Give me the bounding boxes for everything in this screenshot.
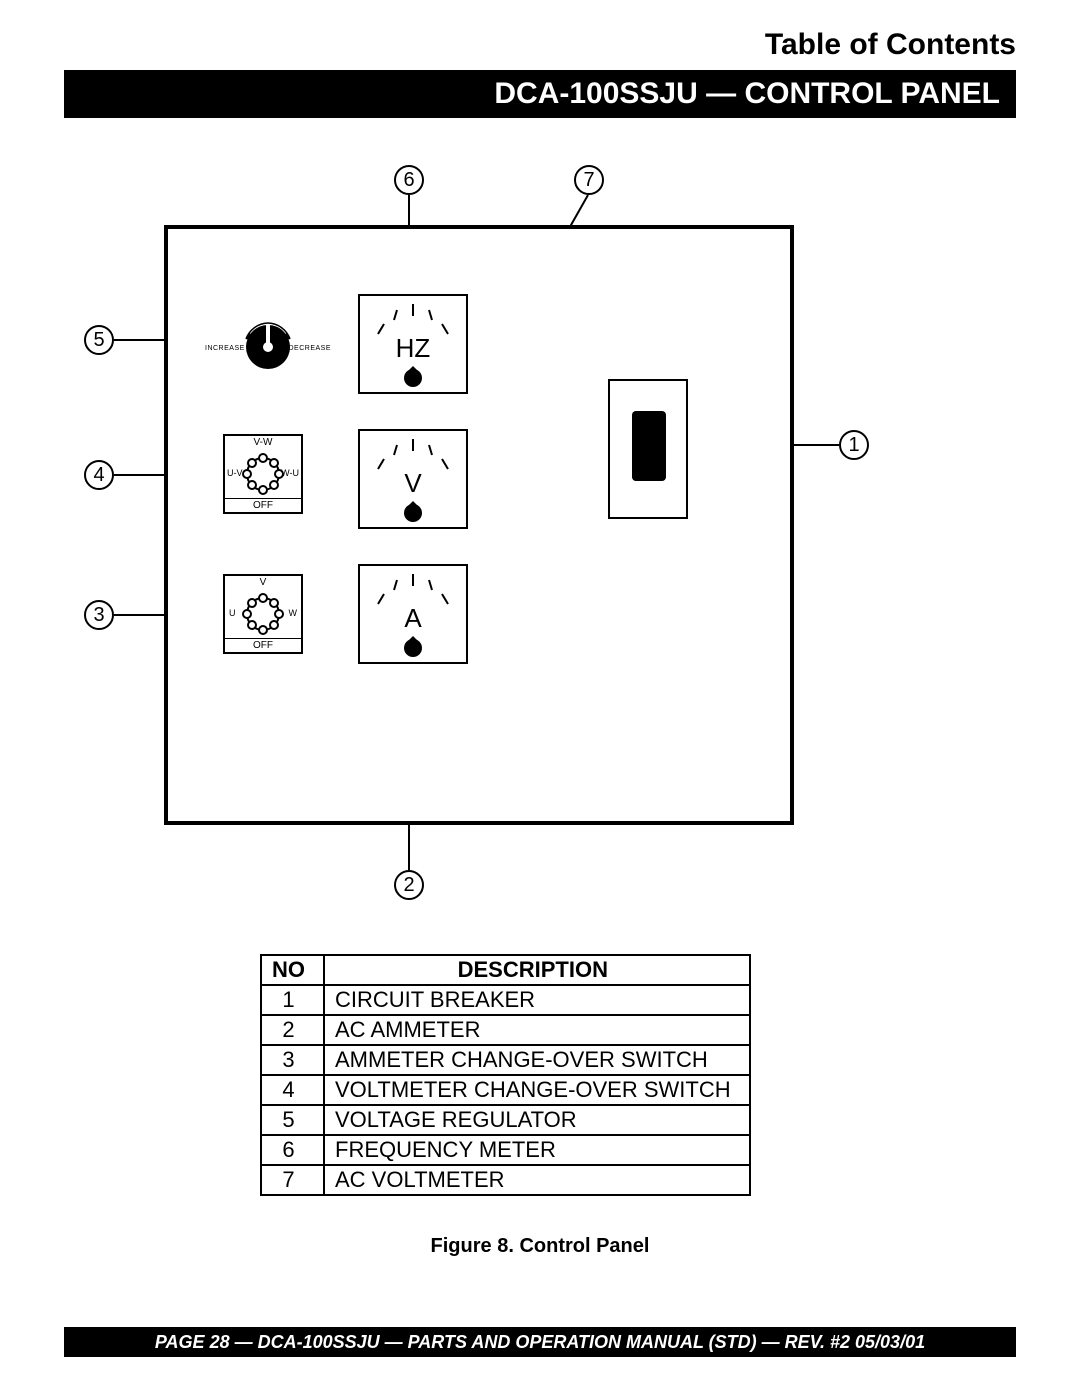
table-row: 1CIRCUIT BREAKER bbox=[261, 985, 750, 1015]
page: Table of Contents DCA-100SSJU — CONTROL … bbox=[0, 0, 1080, 1397]
selector-off-label: OFF bbox=[225, 638, 301, 652]
panel-outline: INCREASE DECREASE V-W bbox=[164, 225, 794, 825]
selector-left-label: U-V bbox=[227, 468, 243, 478]
callout-6: 6 bbox=[394, 165, 424, 195]
selector-right-label: W-U bbox=[281, 468, 299, 478]
row-no: 2 bbox=[261, 1015, 324, 1045]
ac-voltmeter: V bbox=[358, 429, 468, 529]
callout-7: 7 bbox=[574, 165, 604, 195]
table-row: 3AMMETER CHANGE-OVER SWITCH bbox=[261, 1045, 750, 1075]
hz-label: HZ bbox=[360, 333, 466, 364]
row-desc: FREQUENCY METER bbox=[324, 1135, 750, 1165]
voltmeter-changeover-switch[interactable]: V-W U-V W-U OFF bbox=[223, 434, 303, 514]
callout-5: 5 bbox=[84, 325, 114, 355]
selector-off-label: OFF bbox=[225, 498, 301, 512]
row-no: 7 bbox=[261, 1165, 324, 1195]
row-desc: VOLTMETER CHANGE-OVER SWITCH bbox=[324, 1075, 750, 1105]
breaker-handle bbox=[632, 411, 666, 481]
selector-left-label: U bbox=[229, 608, 236, 618]
row-no: 3 bbox=[261, 1045, 324, 1075]
selector-right-label: W bbox=[289, 608, 298, 618]
figure-caption: Figure 8. Control Panel bbox=[0, 1235, 1080, 1258]
increase-label: INCREASE bbox=[205, 345, 245, 352]
circuit-breaker[interactable] bbox=[608, 379, 688, 519]
frequency-meter: HZ bbox=[358, 294, 468, 394]
parts-table: NO DESCRIPTION 1CIRCUIT BREAKER2AC AMMET… bbox=[260, 954, 751, 1196]
control-panel-diagram: INCREASE DECREASE V-W bbox=[64, 155, 1016, 935]
selector-top-label: V-W bbox=[225, 436, 301, 450]
row-desc: VOLTAGE REGULATOR bbox=[324, 1105, 750, 1135]
row-no: 1 bbox=[261, 985, 324, 1015]
voltage-regulator-knob[interactable]: INCREASE DECREASE bbox=[213, 319, 323, 374]
table-row: 5VOLTAGE REGULATOR bbox=[261, 1105, 750, 1135]
ac-ammeter: A bbox=[358, 564, 468, 664]
callout-3: 3 bbox=[84, 600, 114, 630]
col-no: NO bbox=[261, 955, 324, 985]
row-desc: AC AMMETER bbox=[324, 1015, 750, 1045]
ammeter-changeover-switch[interactable]: V U W OFF bbox=[223, 574, 303, 654]
selector-top-label: V bbox=[225, 576, 301, 590]
col-desc: DESCRIPTION bbox=[324, 955, 750, 985]
page-title: DCA-100SSJU — CONTROL PANEL bbox=[64, 70, 1016, 118]
row-desc: AC VOLTMETER bbox=[324, 1165, 750, 1195]
callout-4: 4 bbox=[84, 460, 114, 490]
table-row: 7AC VOLTMETER bbox=[261, 1165, 750, 1195]
v-label: V bbox=[360, 468, 466, 499]
callout-2: 2 bbox=[394, 870, 424, 900]
row-no: 4 bbox=[261, 1075, 324, 1105]
row-no: 6 bbox=[261, 1135, 324, 1165]
table-row: 2AC AMMETER bbox=[261, 1015, 750, 1045]
toc-link[interactable]: Table of Contents bbox=[765, 28, 1016, 62]
footer: PAGE 28 — DCA-100SSJU — PARTS AND OPERAT… bbox=[64, 1327, 1016, 1357]
table-row: 6FREQUENCY METER bbox=[261, 1135, 750, 1165]
row-desc: AMMETER CHANGE-OVER SWITCH bbox=[324, 1045, 750, 1075]
decrease-label: DECREASE bbox=[288, 345, 331, 352]
callout-1: 1 bbox=[839, 430, 869, 460]
row-desc: CIRCUIT BREAKER bbox=[324, 985, 750, 1015]
row-no: 5 bbox=[261, 1105, 324, 1135]
table-row: 4VOLTMETER CHANGE-OVER SWITCH bbox=[261, 1075, 750, 1105]
a-label: A bbox=[360, 603, 466, 634]
